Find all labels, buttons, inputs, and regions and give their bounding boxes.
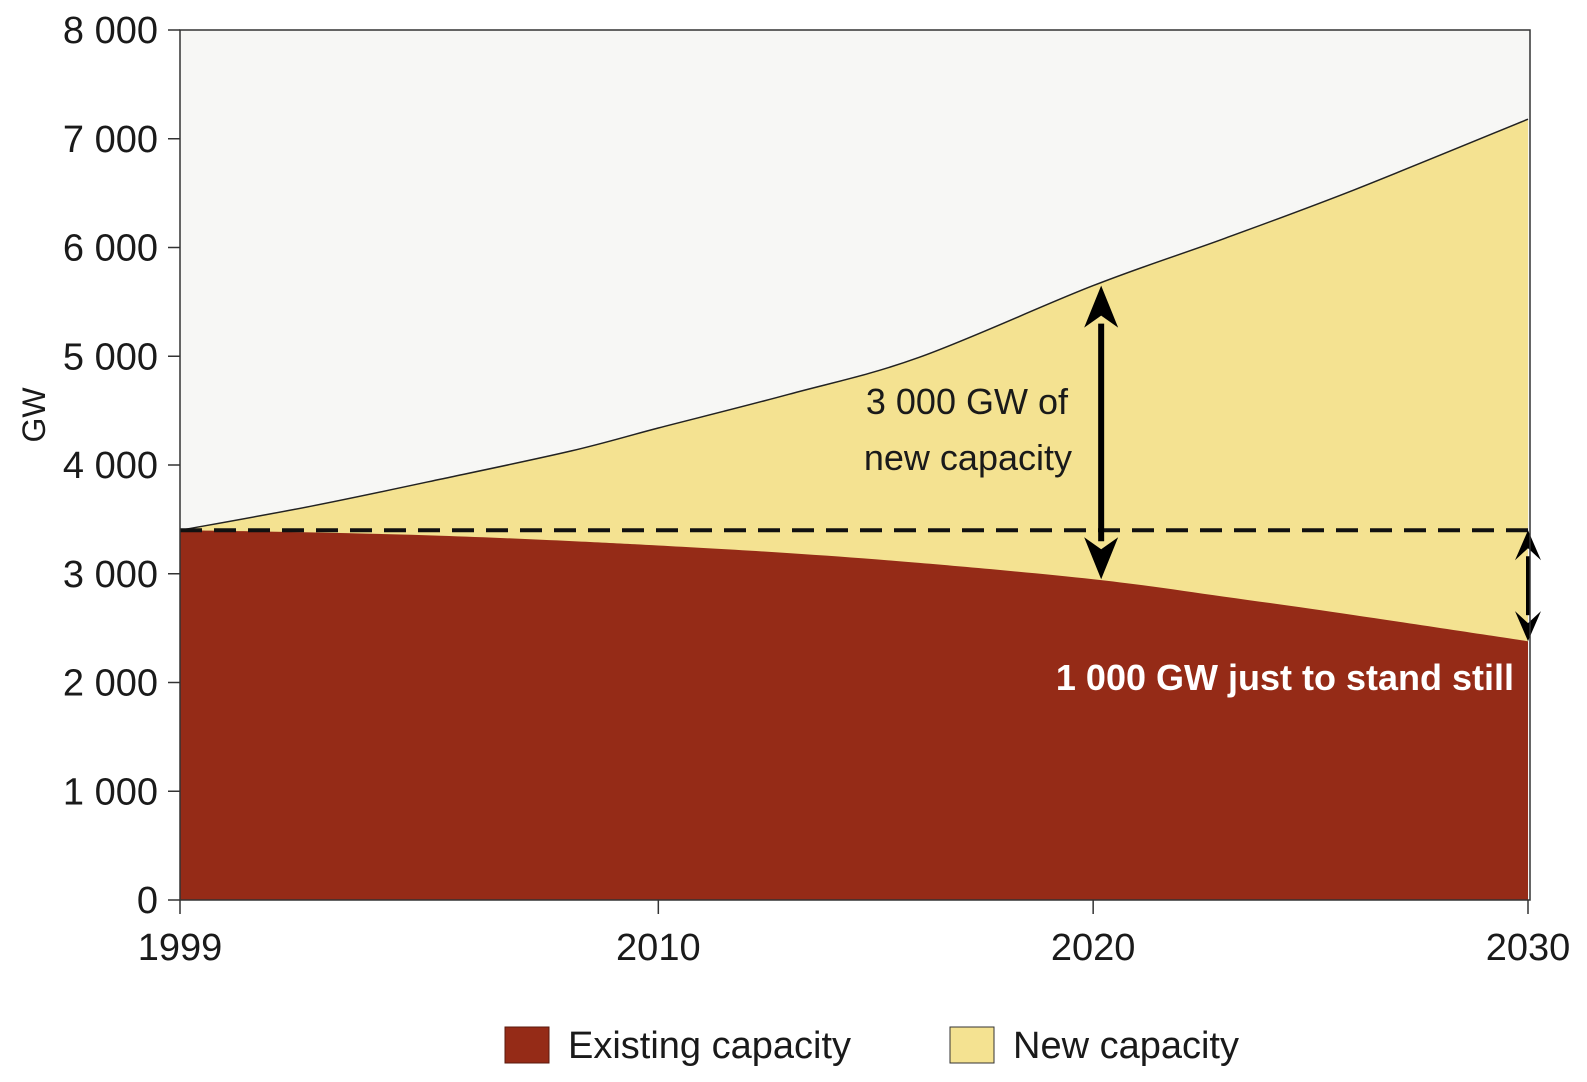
legend: Existing capacity New capacity [504, 1025, 1239, 1067]
legend-label-new-capacity: New capacity [1013, 1025, 1239, 1067]
y-tick-label: 8 000 [63, 10, 158, 52]
annotation-new-capacity-line1: 3 000 GW of [866, 381, 1069, 422]
x-tick-label: 2020 [1051, 927, 1136, 969]
x-tick-label: 1999 [138, 927, 223, 969]
y-tick-label: 0 [137, 880, 158, 922]
legend-label-existing-capacity: Existing capacity [568, 1025, 851, 1067]
annotation-stand-still: 1 000 GW just to stand still [1056, 657, 1514, 698]
annotation-new-capacity-line2: new capacity [864, 437, 1072, 478]
area-existing-capacity [180, 530, 1528, 900]
line-total-capacity [179, 118, 1529, 532]
y-tick-label: 1 000 [63, 771, 158, 813]
x-tick-label: 2030 [1486, 927, 1571, 969]
y-tick-label: 6 000 [63, 228, 158, 270]
y-tick-label: 4 000 [63, 445, 158, 487]
y-tick-label: 5 000 [63, 336, 158, 378]
legend-swatch-existing-capacity [504, 1026, 550, 1064]
y-axis-title: GW [16, 387, 52, 443]
x-tick-label: 2010 [616, 927, 701, 969]
annotation-arrow-1 [1515, 530, 1541, 642]
y-tick-label: 2 000 [63, 663, 158, 705]
y-tick-label: 7 000 [63, 119, 158, 161]
y-tick-label: 3 000 [63, 554, 158, 596]
legend-swatch-new-capacity [949, 1026, 995, 1064]
annotation-arrow-0 [1084, 285, 1119, 580]
